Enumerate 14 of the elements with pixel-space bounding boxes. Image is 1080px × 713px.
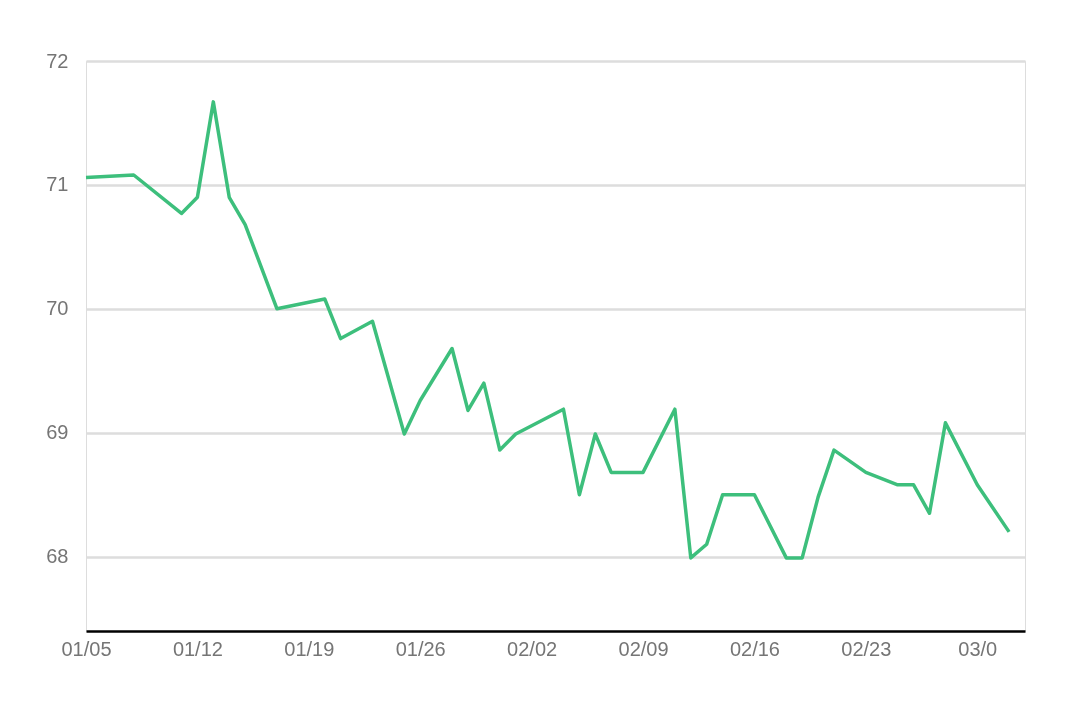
y-tick-label: 72 [46, 49, 69, 72]
y-tick-label: 70 [46, 297, 69, 320]
y-tick-label: 71 [46, 173, 69, 196]
x-tick-label: 03/0 [958, 637, 998, 660]
x-tick-label: 02/02 [507, 637, 558, 660]
y-tick-label: 69 [46, 421, 69, 444]
x-tick-label: 01/19 [284, 637, 335, 660]
y-tick-label: 68 [46, 545, 69, 568]
x-tick-label: 01/26 [395, 637, 446, 660]
x-tick-label: 02/09 [618, 637, 669, 660]
x-tick-label: 02/23 [841, 637, 892, 660]
x-tick-label: 01/05 [61, 637, 112, 660]
x-tick-label: 01/12 [172, 637, 223, 660]
x-tick-label: 02/16 [729, 637, 780, 660]
